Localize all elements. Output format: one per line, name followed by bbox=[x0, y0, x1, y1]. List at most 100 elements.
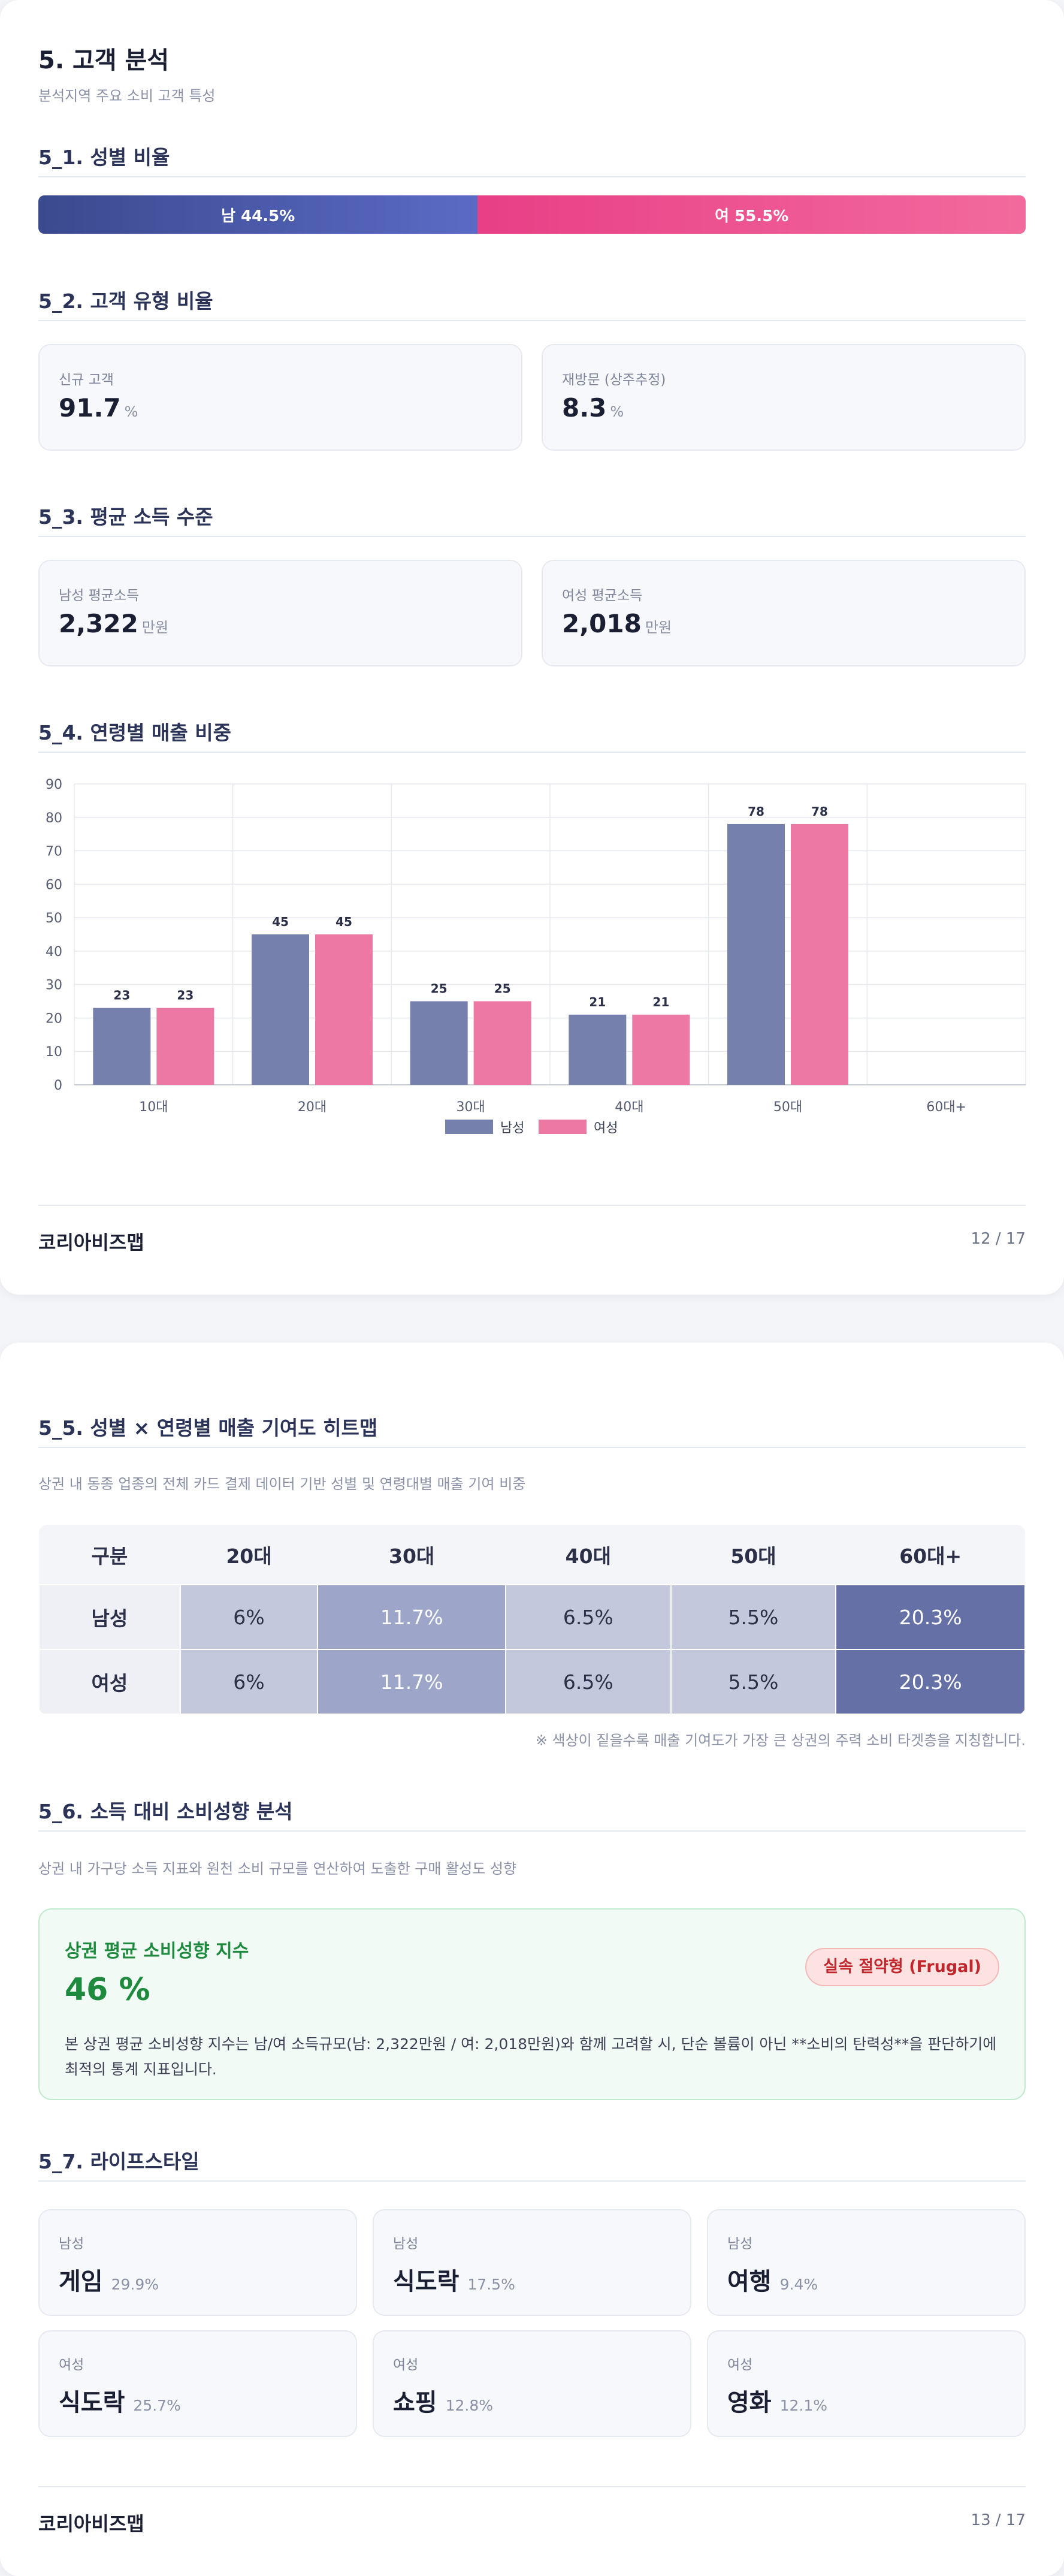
lifestyle-gender: 여성 bbox=[727, 2357, 753, 2373]
heatmap-cell: 6.5% bbox=[504, 1584, 672, 1650]
spending-description: 본 상권 평균 소비성향 지수는 남/여 소득규모(남: 2,322만원 / 여… bbox=[65, 2035, 997, 2078]
heatmap-header-row: 구분 20대 30대 40대 50대 60대+ bbox=[39, 1525, 1025, 1585]
bar-data-label: 21 bbox=[589, 995, 606, 1009]
y-tick-label: 40 bbox=[46, 945, 62, 960]
y-tick-label: 10 bbox=[46, 1045, 62, 1060]
x-tick-label: 10대 bbox=[139, 1100, 168, 1115]
x-tick-label: 60대+ bbox=[926, 1100, 966, 1115]
heatmap-cell: 6% bbox=[179, 1649, 319, 1715]
heatmap-heading: 5_5. 성별 × 연령별 매출 기여도 히트맵 bbox=[38, 1412, 1026, 1448]
stat-value: 91.7% bbox=[59, 393, 138, 423]
bar-male bbox=[252, 934, 309, 1085]
y-tick-label: 30 bbox=[46, 978, 62, 993]
lifestyle-name: 여행 9.4% bbox=[727, 2268, 818, 2296]
gender-ratio-heading: 5_1. 성별 비율 bbox=[38, 141, 1026, 177]
spending-subtitle: 상권 내 가구당 소득 지표와 원천 소비 규모를 연산하여 도출한 구매 활성… bbox=[38, 1860, 517, 1877]
x-tick-label: 20대 bbox=[298, 1100, 327, 1115]
lifestyle-card: 남성 게임 29.9% bbox=[38, 2209, 357, 2316]
stat-value: 2,322 만원 bbox=[59, 609, 169, 638]
lifestyle-card: 여성 영화 12.1% bbox=[707, 2330, 1026, 2437]
heatmap-cell: 11.7% bbox=[317, 1584, 506, 1650]
x-tick-label: 50대 bbox=[773, 1100, 802, 1115]
lifestyle-gender: 남성 bbox=[393, 2236, 419, 2252]
customer-type-heading: 5_2. 고객 유형 비율 bbox=[38, 285, 1026, 321]
bar-female bbox=[315, 934, 373, 1085]
spending-heading: 5_6. 소득 대비 소비성향 분석 bbox=[38, 1796, 1026, 1832]
heatmap-note: ※ 색상이 짙을수록 매출 기여도가 가장 큰 상권의 주력 소비 타겟층을 지… bbox=[535, 1732, 1026, 1749]
heatmap-header: 30대 bbox=[318, 1525, 506, 1585]
heatmap-cell: 6.5% bbox=[504, 1649, 672, 1715]
age-sales-bar-chart: 0 10 20 30 40 50 60 70 80 90 23 23 10대 45 45 20대 25 25 30대… bbox=[46, 777, 1026, 1136]
bar-data-label: 25 bbox=[431, 982, 448, 996]
section-subtitle: 분석지역 주요 소비 고객 특성 bbox=[38, 88, 216, 104]
male-income-card: 남성 평균소득 2,322 만원 bbox=[38, 560, 522, 666]
lifestyle-name: 식도락 17.5% bbox=[393, 2268, 515, 2296]
y-tick-label: 0 bbox=[54, 1078, 62, 1093]
legend-label: 여성 bbox=[594, 1121, 618, 1136]
brand-name: 코리아비즈맵 bbox=[38, 2512, 144, 2535]
y-tick-label: 70 bbox=[46, 844, 62, 859]
female-ratio-segment: 여 55.5% bbox=[477, 195, 1026, 234]
heatmap-header: 40대 bbox=[505, 1525, 671, 1585]
bar-data-label: 45 bbox=[335, 915, 352, 929]
stat-value: 2,018 만원 bbox=[562, 609, 672, 638]
page-footer: 코리아비즈맵 12 / 17 bbox=[38, 1205, 1026, 1265]
lifestyle-name: 식도락 25.7% bbox=[59, 2389, 181, 2417]
spending-index-value: 46 % bbox=[65, 1972, 150, 2008]
heatmap-cell: 5.5% bbox=[670, 1649, 837, 1715]
heatmap-header: 50대 bbox=[670, 1525, 836, 1585]
lifestyle-gender: 남성 bbox=[727, 2236, 753, 2252]
spending-index-box: 상권 평균 소비성향 지수 46 % 실속 절약형 (Frugal) 본 상권 … bbox=[38, 1908, 1026, 2100]
stat-label: 남성 평균소득 bbox=[59, 588, 140, 604]
bar-female bbox=[632, 1014, 690, 1085]
lifestyle-heading: 5_7. 라이프스타일 bbox=[38, 2146, 1026, 2182]
bar-female bbox=[156, 1008, 214, 1085]
gender-age-heatmap: 구분 20대 30대 40대 50대 60대+ 남성 6% 11.7% 6.5%… bbox=[38, 1525, 1026, 1715]
new-customer-card: 신규 고객 91.7% bbox=[38, 344, 522, 451]
bar-data-label: 78 bbox=[811, 804, 828, 819]
male-ratio-segment: 남 44.5% bbox=[38, 195, 478, 234]
stat-label: 재방문 (상주추정) bbox=[562, 372, 666, 388]
age-sales-heading: 5_4. 연령별 매출 비중 bbox=[38, 717, 1026, 753]
stat-value: 8.3% bbox=[562, 393, 624, 423]
heatmap-cell: 6% bbox=[179, 1584, 319, 1650]
heatmap-cell: 20.3% bbox=[835, 1584, 1026, 1650]
lifestyle-name: 게임 29.9% bbox=[59, 2268, 159, 2296]
lifestyle-card: 남성 식도락 17.5% bbox=[373, 2209, 691, 2316]
lifestyle-gender: 여성 bbox=[59, 2357, 84, 2373]
bar-data-label: 78 bbox=[748, 804, 764, 819]
y-tick-label: 20 bbox=[46, 1011, 62, 1026]
bar-data-label: 45 bbox=[272, 915, 289, 929]
legend-swatch bbox=[445, 1120, 493, 1134]
heatmap-header: 20대 bbox=[180, 1525, 318, 1585]
spending-type-badge: 실속 절약형 (Frugal) bbox=[805, 1948, 999, 1986]
legend-label: 남성 bbox=[500, 1121, 524, 1136]
heatmap-row-label: 남성 bbox=[38, 1584, 181, 1650]
heatmap-row-label: 여성 bbox=[38, 1649, 181, 1715]
heatmap-subtitle: 상권 내 동종 업종의 전체 카드 결제 데이터 기반 성별 및 연령대별 매출… bbox=[38, 1476, 526, 1492]
x-tick-label: 40대 bbox=[615, 1100, 643, 1115]
lifestyle-card: 남성 여행 9.4% bbox=[707, 2209, 1026, 2316]
lifestyle-name: 쇼핑 12.8% bbox=[393, 2389, 494, 2417]
y-tick-label: 80 bbox=[46, 811, 62, 826]
bar-data-label: 23 bbox=[177, 988, 194, 1003]
lifestyle-name: 영화 12.1% bbox=[727, 2389, 828, 2417]
bar-male bbox=[727, 824, 785, 1085]
page-number: 12 / 17 bbox=[971, 1230, 1026, 1248]
y-tick-label: 90 bbox=[46, 777, 62, 792]
heatmap-cell: 5.5% bbox=[670, 1584, 837, 1650]
heatmap-cell: 20.3% bbox=[835, 1649, 1026, 1715]
lifestyle-card: 여성 식도락 25.7% bbox=[38, 2330, 357, 2437]
bar-data-label: 25 bbox=[494, 982, 511, 996]
heatmap-header: 구분 bbox=[39, 1525, 180, 1585]
lifestyle-gender: 여성 bbox=[393, 2357, 419, 2373]
lifestyle-gender: 남성 bbox=[59, 2236, 84, 2252]
spending-index-title: 상권 평균 소비성향 지수 bbox=[65, 1941, 249, 1962]
bar-female bbox=[473, 1001, 531, 1085]
x-tick-label: 30대 bbox=[457, 1100, 485, 1115]
stat-label: 신규 고객 bbox=[59, 372, 114, 388]
heatmap-header: 60대+ bbox=[836, 1525, 1025, 1585]
lifestyle-card: 여성 쇼핑 12.8% bbox=[373, 2330, 691, 2437]
stat-label: 여성 평균소득 bbox=[562, 588, 643, 604]
brand-name: 코리아비즈맵 bbox=[38, 1231, 144, 1254]
